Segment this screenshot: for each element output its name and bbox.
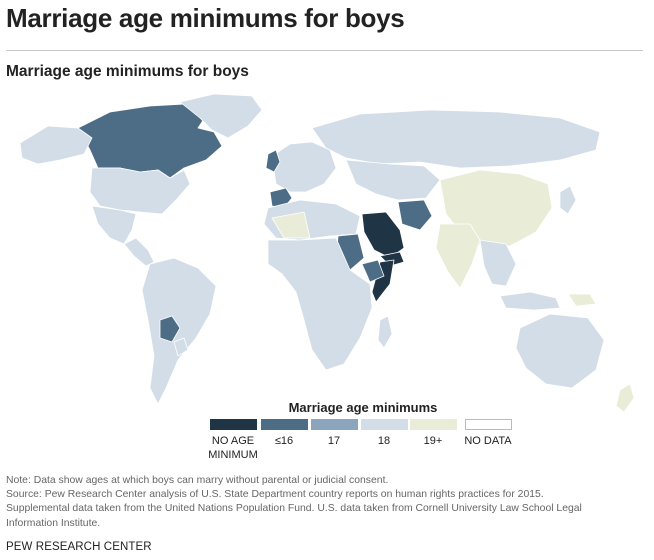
legend-swatch-no-data [465,419,512,430]
legend-swatch-le16 [261,419,308,430]
world-map-svg [19,93,635,413]
country-united-kingdom [265,149,281,173]
country-greenland [179,93,263,139]
country-alaska [19,125,93,165]
map-title: Marriage age minimums for boys [6,63,249,80]
country-central-america [123,237,155,267]
country-southeast-asia [479,239,517,287]
country-madagascar [377,315,393,349]
headline: Marriage age minimums for boys [6,3,405,33]
legend-label-no-age-minimum: NO AGE MINIMUM [203,434,263,462]
legend-label-le16: ≤16 [274,435,294,447]
legend-label-no-data: NO DATA [464,435,512,447]
footer-source-org: PEW RESEARCH CENTER [6,541,152,553]
country-australia [515,313,605,389]
country-paraguay [173,337,189,357]
legend-label-line2: MINIMUM [208,449,258,461]
country-russia [311,109,601,169]
country-central-asia [345,159,441,201]
legend-label-19plus: 19+ [423,435,443,447]
country-indonesia [499,291,561,311]
country-japan [559,185,577,215]
legend-swatch-no-age-minimum [210,419,257,430]
country-iran [397,199,433,231]
legend-title: Marriage age minimums [288,400,438,415]
notes: Note: Data show ages at which boys can m… [6,474,646,531]
legend-swatch-18 [361,419,408,430]
legend-label-18: 18 [377,435,391,447]
country-algeria [271,211,311,239]
country-saudi-arabia [361,211,405,259]
legend-swatch-17 [311,419,358,430]
header-divider [6,50,643,51]
country-south-america [141,257,217,405]
note-line: Note: Data show ages at which boys can m… [6,475,389,486]
country-bolivia [159,315,181,343]
legend-label-line1: NO AGE [211,435,255,447]
country-new-zealand [615,383,635,413]
country-united-states [89,167,191,215]
country-central-and-southern-africa [267,237,373,371]
country-europe [271,141,337,193]
country-ethiopia [361,259,385,283]
country-papua-new-guinea [567,293,597,307]
map-legend: Marriage age minimums NO AGE MINIMUM ≤16… [0,400,654,466]
country-somalia [371,259,395,303]
source-line: Information Institute. [6,517,101,529]
country-mexico [91,205,137,245]
world-map [0,88,654,420]
legend-swatch-19plus [410,419,457,430]
source-line: Supplemental data taken from the United … [6,503,582,515]
legend-label-17: 17 [327,435,341,447]
country-india [435,223,481,289]
source-line: Source: Pew Research Center analysis of … [6,489,544,501]
